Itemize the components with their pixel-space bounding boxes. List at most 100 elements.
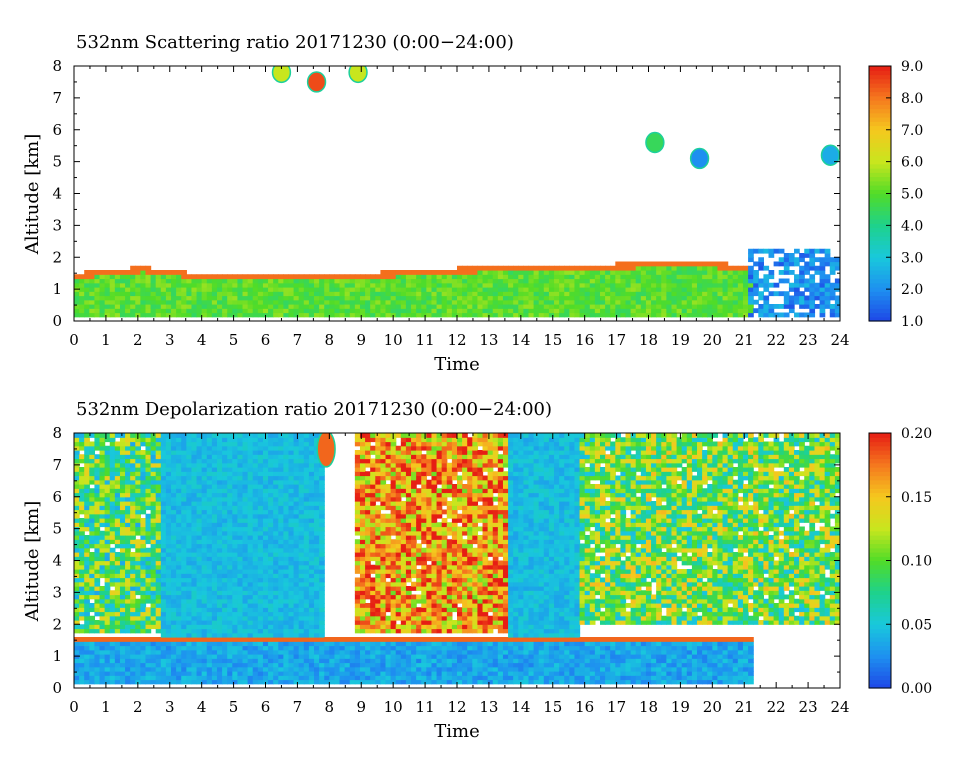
heatmap-cell bbox=[671, 308, 677, 313]
heatmap-cell bbox=[355, 616, 361, 621]
heatmap-cell bbox=[166, 283, 172, 288]
heatmap-cell bbox=[125, 437, 131, 442]
heatmap-cell bbox=[753, 287, 759, 292]
heatmap-cell bbox=[222, 510, 228, 515]
heatmap-cell bbox=[304, 484, 310, 489]
heatmap-cell bbox=[717, 274, 723, 279]
heatmap-cell bbox=[534, 274, 540, 279]
heatmap-cell bbox=[161, 637, 167, 642]
heatmap-cell bbox=[253, 518, 259, 523]
heatmap-cell bbox=[171, 274, 177, 279]
heatmap-cell bbox=[186, 569, 192, 574]
heatmap-cell bbox=[340, 671, 346, 676]
heatmap-cell bbox=[758, 283, 764, 288]
heatmap-cell bbox=[207, 300, 213, 305]
heatmap-cell bbox=[84, 476, 90, 481]
heatmap-cell bbox=[825, 249, 831, 254]
heatmap-cell bbox=[186, 671, 192, 676]
heatmap-cell bbox=[94, 270, 100, 275]
heatmap-cell bbox=[258, 650, 264, 655]
heatmap-cell bbox=[212, 578, 218, 583]
heatmap-cell bbox=[437, 287, 443, 292]
heatmap-cell bbox=[197, 612, 203, 617]
heatmap-cell bbox=[288, 641, 294, 646]
heatmap-cell bbox=[74, 582, 80, 587]
heatmap-cell bbox=[605, 274, 611, 279]
heatmap-cell bbox=[135, 527, 141, 532]
heatmap-cell bbox=[151, 270, 157, 275]
heatmap-cell bbox=[79, 561, 85, 566]
heatmap-cell bbox=[258, 552, 264, 557]
heatmap-cell bbox=[299, 531, 305, 536]
heatmap-cell bbox=[135, 671, 141, 676]
heatmap-cell bbox=[217, 599, 223, 604]
heatmap-cell bbox=[253, 590, 259, 595]
heatmap-cell bbox=[564, 304, 570, 309]
heatmap-cell bbox=[110, 484, 116, 489]
heatmap-cell bbox=[273, 569, 279, 574]
heatmap-cell bbox=[105, 650, 111, 655]
heatmap-cell bbox=[197, 561, 203, 566]
heatmap-cell bbox=[258, 595, 264, 600]
heatmap-cell bbox=[74, 565, 80, 570]
heatmap-cell bbox=[334, 680, 340, 685]
heatmap-cell bbox=[186, 539, 192, 544]
heatmap-cell bbox=[115, 274, 121, 279]
heatmap-cell bbox=[278, 467, 284, 472]
heatmap-cell bbox=[278, 510, 284, 515]
heatmap-cell bbox=[758, 266, 764, 271]
heatmap-cell bbox=[728, 266, 734, 271]
heatmap-cell bbox=[319, 518, 325, 523]
heatmap-cell bbox=[283, 607, 289, 612]
heatmap-cell bbox=[237, 675, 243, 680]
heatmap-cell bbox=[161, 484, 167, 489]
heatmap-cell bbox=[467, 300, 473, 305]
heatmap-cell bbox=[202, 620, 208, 625]
heatmap-cell bbox=[712, 313, 718, 318]
heatmap-cell bbox=[309, 535, 315, 540]
heatmap-cell bbox=[268, 459, 274, 464]
heatmap-cell bbox=[590, 270, 596, 275]
heatmap-cell bbox=[288, 569, 294, 574]
heatmap-cell bbox=[574, 283, 580, 288]
heatmap-cell bbox=[258, 527, 264, 532]
heatmap-cell bbox=[186, 654, 192, 659]
heatmap-cell bbox=[166, 667, 172, 672]
heatmap-cell bbox=[207, 646, 213, 651]
heatmap-cell bbox=[580, 308, 586, 313]
heatmap-cell bbox=[758, 296, 764, 301]
heatmap-cell bbox=[554, 291, 560, 296]
heatmap-cell bbox=[294, 552, 300, 557]
heatmap-cell bbox=[268, 471, 274, 476]
heatmap-cell bbox=[253, 442, 259, 447]
heatmap-cell bbox=[288, 658, 294, 663]
heatmap-cell bbox=[314, 518, 320, 523]
heatmap-cell bbox=[151, 599, 157, 604]
heatmap-cell bbox=[278, 450, 284, 455]
heatmap-cell bbox=[140, 590, 146, 595]
heatmap-cell bbox=[212, 582, 218, 587]
heatmap-cell bbox=[294, 654, 300, 659]
heatmap-cell bbox=[94, 573, 100, 578]
heatmap-cell bbox=[273, 467, 279, 472]
heatmap-cell bbox=[825, 279, 831, 284]
heatmap-cell bbox=[702, 270, 708, 275]
heatmap-cell bbox=[288, 629, 294, 634]
heatmap-cell bbox=[140, 497, 146, 502]
heatmap-cell bbox=[237, 667, 243, 672]
heatmap-cell bbox=[355, 650, 361, 655]
heatmap-cell bbox=[641, 304, 647, 309]
heatmap-cell bbox=[100, 556, 106, 561]
heatmap-cell bbox=[273, 578, 279, 583]
heatmap-cell bbox=[207, 467, 213, 472]
heatmap-cell bbox=[202, 573, 208, 578]
heatmap-cell bbox=[232, 446, 238, 451]
heatmap-cell bbox=[232, 467, 238, 472]
heatmap-cell bbox=[237, 493, 243, 498]
heatmap-cell bbox=[340, 291, 346, 296]
heatmap-cell bbox=[452, 291, 458, 296]
heatmap-cell bbox=[212, 510, 218, 515]
heatmap-cell bbox=[217, 552, 223, 557]
heatmap-cell bbox=[416, 300, 422, 305]
heatmap-cell bbox=[263, 578, 269, 583]
